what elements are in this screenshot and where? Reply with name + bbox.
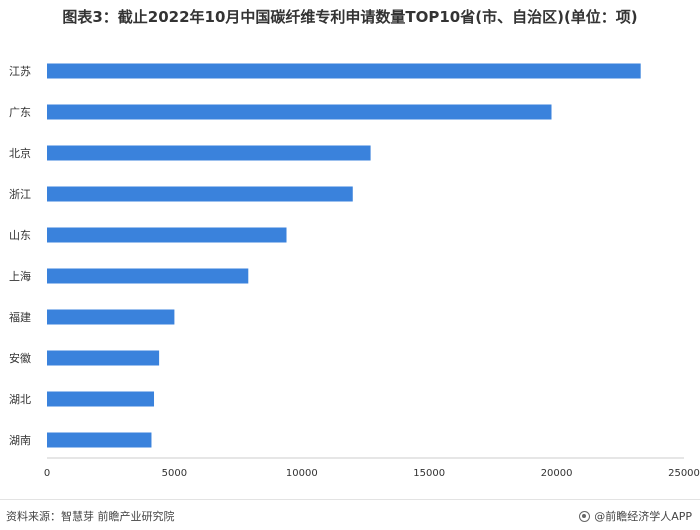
x-tick-labels: 0 5000 10000 15000 20000 25000 [44,468,700,479]
category-label: 福建 [9,310,31,324]
category-label: 浙江 [9,188,31,201]
category-label: 安徽 [9,351,31,365]
category-label: 湖南 [9,434,31,447]
footer: 资料来源：智慧芽 前瞻产业研究院 @前瞻经济学人APP [0,499,700,530]
bars-group [47,63,641,448]
x-tick-label: 10000 [286,468,318,479]
x-tick-label: 5000 [162,468,187,479]
bar-10 [47,432,152,448]
logo-circle-icon [579,510,591,522]
chart-title: 图表3：截止2022年10月中国碳纤维专利申请数量TOP10省(市、自治区)(单… [62,8,638,26]
bar-7 [47,309,175,325]
bar-6 [47,268,249,284]
brand-credit: @前瞻经济学人APP [579,508,692,524]
bar-8 [47,350,160,366]
category-label: 湖北 [9,393,31,406]
bar-4 [47,186,353,202]
x-tick-label: 25000 [668,468,700,479]
bar-1 [47,63,641,79]
bar-9 [47,391,155,407]
category-label: 广东 [9,106,31,119]
bar-2 [47,104,552,120]
x-tick-label: 20000 [541,468,573,479]
category-label: 山东 [9,229,31,242]
bar-3 [47,145,371,161]
bar-5 [47,227,287,243]
x-tick-label: 15000 [413,468,445,479]
source-note: 资料来源：智慧芽 前瞻产业研究院 [6,510,175,523]
category-label: 上海 [9,269,31,283]
x-tick-label: 0 [44,468,50,479]
category-label: 江苏 [9,65,31,78]
category-label: 北京 [9,146,31,160]
brand-text: @前瞻经济学人APP [594,510,692,523]
